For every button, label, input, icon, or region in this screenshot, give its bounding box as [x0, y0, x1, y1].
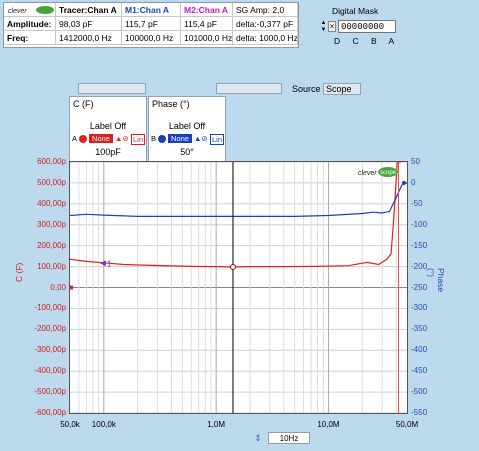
- channel-a-letter: A: [72, 133, 77, 144]
- col-header-sg-amp: SG Amp: 2,0: [233, 3, 298, 17]
- logo-text: clever: [358, 170, 377, 177]
- series-line-phase: [70, 183, 407, 217]
- channel-b-value[interactable]: 50°: [149, 147, 225, 157]
- digital-mask-title: Digital Mask: [332, 6, 378, 16]
- y-left-tick-label: -100,00p: [2, 303, 66, 312]
- y-right-tick-label: -200: [411, 262, 427, 271]
- x-tick-label: 1,0M: [196, 420, 236, 429]
- brand-logo: clever: [4, 3, 56, 17]
- col-header-m2: M2:Chan A: [181, 3, 233, 17]
- phase-end-point: [402, 181, 406, 185]
- amplitude-m1: 115,7 pF: [122, 17, 181, 31]
- y-left-tick-label: 500,00p: [2, 178, 66, 187]
- y-left-tick-label: 600,00p: [2, 157, 66, 166]
- x-tick-label: 100,0k: [84, 420, 124, 429]
- channel-b-label-mode[interactable]: Label Off: [149, 121, 225, 131]
- left-edge-marker: [70, 286, 73, 290]
- y-right-tick-label: 50: [411, 157, 420, 166]
- amplitude-delta: delta:-0,377 pF: [233, 17, 298, 31]
- freq-tracer: 1412000,0 Hz: [56, 31, 122, 45]
- y-left-tick-label: -300,00p: [2, 345, 66, 354]
- channel-a-filter[interactable]: None: [89, 134, 113, 143]
- freq-step-input[interactable]: 10Hz: [268, 432, 310, 444]
- channel-a-warning-icon[interactable]: ▲⊘: [115, 133, 129, 144]
- source-label: Source: [292, 84, 321, 94]
- channel-a-panel: C (F) Label Off A None ▲⊘ Lin 100pF: [69, 96, 147, 169]
- row-label-amplitude: Amplitude:: [4, 17, 56, 31]
- channel-b-filter[interactable]: None: [168, 134, 192, 143]
- y-right-tick-label: -400: [411, 345, 427, 354]
- plot-area[interactable]: 1 clever scope: [69, 161, 408, 414]
- freq-delta: delta: 1000,0 Hz: [233, 31, 298, 45]
- channel-b-color-icon[interactable]: [158, 135, 166, 143]
- x-tick-label: 10,0M: [308, 420, 348, 429]
- marker-1-label: 1: [107, 259, 112, 268]
- y-left-tick-label: -200,00p: [2, 324, 66, 333]
- x-tick-label: 50,0M: [387, 420, 427, 429]
- measurement-table: clever Tracer:Chan A M1:Chan A M2:Chan A…: [3, 2, 299, 48]
- y-right-tick-label: -100: [411, 220, 427, 229]
- col-header-tracer: Tracer:Chan A: [56, 3, 122, 17]
- channel-b-letter: B: [151, 133, 156, 144]
- col-header-m1: M1:Chan A: [122, 3, 181, 17]
- y-right-tick-label: -500: [411, 387, 427, 396]
- y-right-tick-label: -550: [411, 408, 427, 417]
- digital-mask-input[interactable]: 00000000: [338, 20, 396, 33]
- y-left-tick-label: -500,00p: [2, 387, 66, 396]
- y-right-tick-label: -50: [411, 199, 423, 208]
- blank-field-right[interactable]: [216, 83, 282, 94]
- marker-1-icon: [100, 260, 106, 266]
- channel-b-title: Phase (°): [152, 99, 190, 109]
- y-left-tick-label: -400,00p: [2, 366, 66, 375]
- row-label-freq: Freq:: [4, 31, 56, 45]
- cleverscope-plot-logo-icon: clever scope: [358, 167, 398, 177]
- digital-mask-channel-letters: D C B A: [334, 36, 399, 46]
- channel-a-value[interactable]: 100pF: [70, 147, 146, 157]
- y-right-tick-label: -450: [411, 366, 427, 375]
- amplitude-m2: 115,4 pF: [181, 17, 233, 31]
- freq-m2: 101000,0 Hz: [181, 31, 233, 45]
- channel-b-scale[interactable]: Lin: [210, 134, 224, 145]
- y-left-tick-label: 100,00p: [2, 262, 66, 271]
- tracer-point: [230, 265, 235, 270]
- channel-b-warning-icon[interactable]: ▲⊘: [194, 133, 208, 144]
- y-left-tick-label: 200,00p: [2, 241, 66, 250]
- channel-a-scale[interactable]: Lin: [131, 134, 145, 145]
- plot-grid: [70, 162, 407, 413]
- digital-mask-spinner[interactable]: ▲ ▼: [320, 20, 327, 34]
- y-left-tick-label: -600,00p: [2, 408, 66, 417]
- y-right-tick-label: -250: [411, 283, 427, 292]
- y-left-tick-label: 0,00: [2, 283, 66, 292]
- y-left-tick-label: 300,00p: [2, 220, 66, 229]
- y-left-tick-label: 400,00p: [2, 199, 66, 208]
- freq-m1: 100000,0 Hz: [122, 31, 181, 45]
- svg-text:clever: clever: [8, 8, 27, 15]
- digital-mask-panel: Digital Mask ▲ ▼ × 00000000 D C B A: [320, 4, 410, 48]
- cleverscope-logo-icon: clever: [7, 5, 55, 14]
- channel-a-title: C (F): [73, 99, 94, 109]
- freq-spinner-icon[interactable]: ⇕: [252, 432, 264, 444]
- source-select[interactable]: Scope: [323, 83, 361, 95]
- blank-field-left[interactable]: [78, 83, 146, 94]
- channel-a-label-mode[interactable]: Label Off: [70, 121, 146, 131]
- digital-mask-clear-button[interactable]: ×: [328, 21, 336, 32]
- amplitude-tracer: 98,03 pF: [56, 17, 122, 31]
- channel-b-panel: Phase (°) Label Off B None ▲⊘ Lin 50°: [148, 96, 226, 169]
- y-axis-right-title: Phase (°): [426, 268, 446, 301]
- y-right-tick-label: -300: [411, 303, 427, 312]
- channel-b-controls: B None ▲⊘ Lin: [150, 133, 224, 144]
- y-right-tick-label: -150: [411, 241, 427, 250]
- channel-a-controls: A None ▲⊘ Lin: [71, 133, 145, 144]
- logo-text-bottom: scope: [380, 170, 397, 176]
- plot-svg: 1 clever scope: [70, 162, 407, 413]
- channel-a-color-icon[interactable]: [79, 135, 87, 143]
- y-right-tick-label: 0: [411, 178, 415, 187]
- y-right-tick-label: -350: [411, 324, 427, 333]
